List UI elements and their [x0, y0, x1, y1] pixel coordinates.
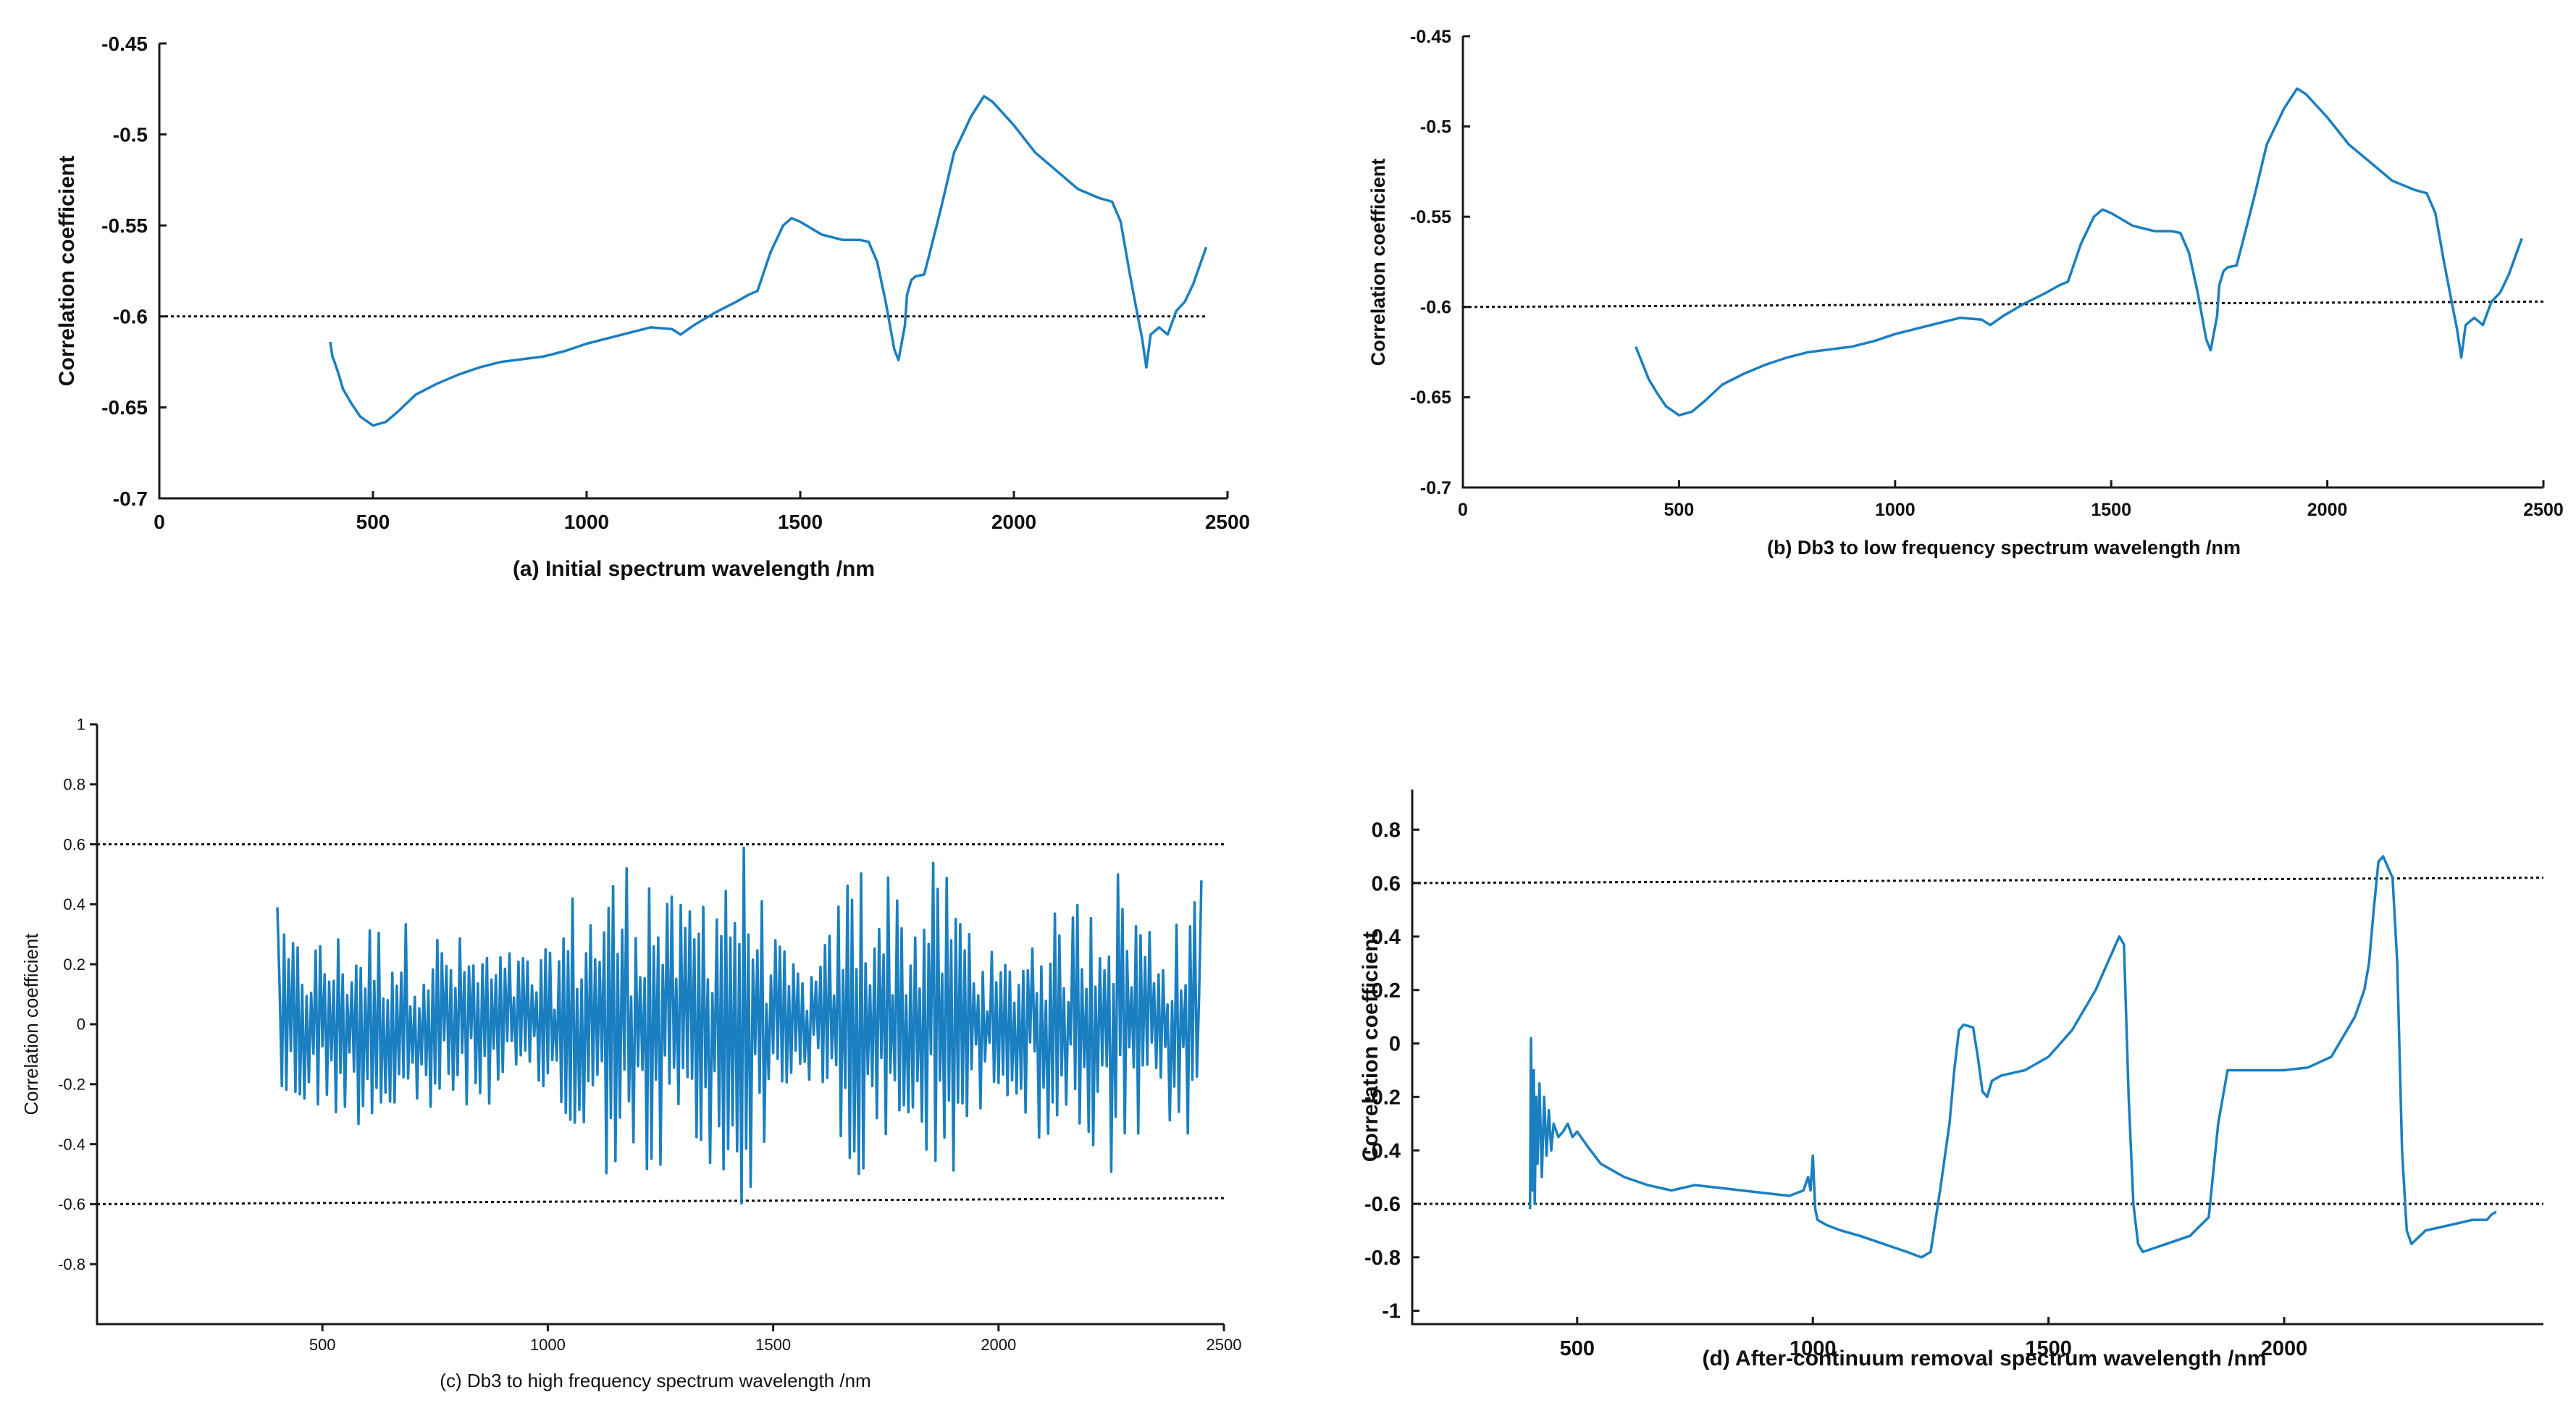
panel-c-xtick-label: 1000 — [530, 1336, 566, 1354]
panel-d-xtick-label: 500 — [1560, 1337, 1595, 1360]
panel-a-ytick-label: -0.65 — [101, 396, 148, 419]
panel-b-ytick-label: -0.55 — [1410, 207, 1451, 227]
panel-a-xlabel: (a) Initial spectrum wavelength /nm — [513, 557, 875, 581]
panel-b: 0 500 1000 1500 2000 2500 -0.7 -0.65 -0.6 -0.55 -0… — [1367, 27, 2564, 558]
panel-b-ytick-label: -0.7 — [1420, 478, 1451, 498]
panel-c-xtick-label: 2500 — [1207, 1336, 1242, 1354]
panel-c-xtick-label: 2000 — [981, 1336, 1016, 1354]
panel-d-xtick-label: 2000 — [2261, 1337, 2308, 1360]
panel-a-xtick-label: 500 — [356, 511, 390, 533]
panel-d-ytick-label: -0.6 — [1364, 1193, 1401, 1216]
panel-c-ytick-label: -0.8 — [58, 1255, 85, 1273]
panel-a-xtick-label: 2000 — [991, 511, 1036, 533]
panel-d-ytick-label: -0.4 — [1364, 1139, 1401, 1163]
panel-c-ytick-label: 0.6 — [63, 835, 85, 853]
panel-a-series-line — [329, 95, 1208, 427]
panel-c-ylabel: Correlation coefficient — [20, 933, 42, 1115]
panel-a-ylabel: Correlation coefficient — [55, 156, 79, 386]
panel-c-axes — [96, 724, 1224, 1326]
panel-a-ytick-label: -0.45 — [101, 33, 148, 55]
panel-a-ytick-label: -0.5 — [113, 123, 148, 146]
panel-a-xtick-label: 0 — [154, 511, 165, 533]
panel-b-series-line — [1635, 87, 2523, 417]
panel-a: 0 500 1000 1500 2000 2500 -0.7 -0.65 -0.6 -0.55 -0… — [55, 33, 1250, 581]
panel-b-xtick-label: 500 — [1664, 500, 1695, 520]
panel-c-ytick-label: 1 — [77, 716, 85, 734]
panel-c: 500 1000 1500 2000 2500 -0.8 -0.6 -0.4 -0.2 0 0.2 0… — [20, 716, 1241, 1391]
panel-c-threshold-line — [96, 1197, 1225, 1205]
panel-b-axes — [1461, 36, 2543, 489]
panel-b-xtick-label: 2000 — [2307, 500, 2348, 520]
panel-d-ytick-label: -0.2 — [1364, 1087, 1401, 1110]
panel-d-xlabel: (d) After-continuum removal spectrum wav… — [1703, 1347, 2267, 1370]
panel-a-xtick-label: 1500 — [778, 511, 823, 533]
panel-c-xtick-label: 1500 — [755, 1336, 791, 1354]
panel-b-xtick-label: 2500 — [2523, 500, 2564, 520]
panel-b-xlabel: (b) Db3 to low frequency spectrum wavele… — [1767, 537, 2241, 558]
panel-d-xtick-label: 1500 — [2025, 1337, 2072, 1360]
panel-c-ytick-label: -0.4 — [58, 1135, 85, 1153]
panel-d-xtick-label: 1000 — [1790, 1337, 1837, 1360]
panel-a-ytick-label: -0.7 — [113, 487, 148, 510]
panel-b-xtick-label: 1000 — [1875, 500, 1916, 520]
panel-d-ytick-label: 0.8 — [1372, 819, 1401, 842]
panel-c-ytick-label: 0.8 — [63, 776, 85, 794]
panel-c-ytick-label: -0.6 — [58, 1195, 85, 1213]
panel-b-xtick-label: 1500 — [2091, 500, 2131, 520]
panel-a-axes — [158, 43, 1228, 500]
panel-d-ytick-label: 0.4 — [1372, 926, 1401, 949]
panel-d-ytick-label: -1 — [1382, 1300, 1401, 1323]
panel-d-series-line — [1528, 855, 2497, 1259]
panel-a-xtick-label: 1000 — [564, 511, 609, 533]
panel-b-ytick-label: -0.6 — [1420, 298, 1451, 318]
panel-d-ytick-label: 0.2 — [1372, 979, 1401, 1002]
panel-b-ylabel: Correlation coefficient — [1367, 159, 1389, 367]
panel-a-ytick-label: -0.55 — [101, 214, 148, 237]
panel-c-ytick-label: 0.4 — [63, 895, 85, 913]
panel-d-axes — [1411, 790, 2543, 1326]
panel-c-ytick-label: 0 — [77, 1016, 85, 1034]
panel-b-xtick-label: 0 — [1458, 500, 1468, 520]
panel-c-ytick-label: -0.2 — [58, 1076, 85, 1094]
panel-d-ytick-label: -0.8 — [1364, 1247, 1401, 1270]
panel-d: 500 1000 1500 2000 -1 -0.8 -0.6 -0.4 -0.2 0 0.2 0.4… — [1359, 790, 2544, 1370]
panel-b-threshold-line — [1462, 300, 2544, 309]
panel-c-xlabel: (c) Db3 to high frequency spectrum wavel… — [440, 1370, 870, 1391]
panel-d-ytick-label: 0 — [1389, 1033, 1401, 1056]
panel-c-series-line — [276, 846, 1203, 1205]
panel-d-ytick-label: 0.6 — [1372, 872, 1401, 895]
panel-a-ytick-label: -0.6 — [113, 306, 148, 328]
panel-b-ytick-label: -0.45 — [1410, 27, 1451, 47]
panel-a-xtick-label: 2500 — [1205, 511, 1250, 533]
panel-b-ytick-label: -0.5 — [1420, 117, 1451, 137]
panel-d-threshold-line — [1411, 876, 2544, 884]
panel-b-ytick-label: -0.65 — [1410, 388, 1451, 408]
panel-c-ytick-label: 0.2 — [63, 955, 85, 974]
panel-c-xtick-label: 500 — [309, 1336, 336, 1354]
panel-d-ylabel: Correlation coefficient — [1359, 932, 1383, 1162]
